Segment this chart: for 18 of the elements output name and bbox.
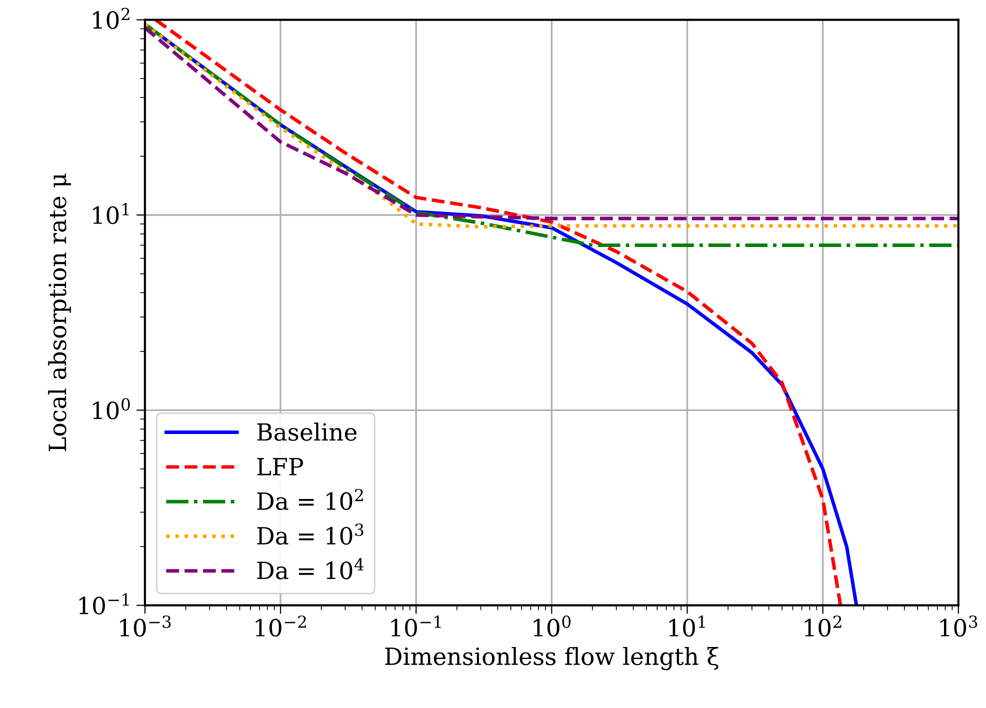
y-tick-label: 10$^{−1}$ <box>79 593 129 614</box>
x-axis-title: Dimensionless flow length ξ <box>385 646 718 670</box>
x-tick-label: 10$^{3}$ <box>940 615 978 637</box>
y-tick-label: 10$^{1}$ <box>93 202 129 224</box>
y-axis-title: Local absorption rate μ <box>48 174 71 452</box>
legend-label: Da = 10$^{3}$ <box>257 524 364 545</box>
x-tick-label: 10$^{−2}$ <box>256 615 306 637</box>
y-tick-label: 10$^{2}$ <box>93 8 130 29</box>
x-tick-label: 10$^{0}$ <box>534 615 571 637</box>
legend-label: Baseline <box>257 422 357 441</box>
x-tick-label: 10$^{−1}$ <box>391 615 441 637</box>
x-tick-label: 10$^{−3}$ <box>120 615 171 637</box>
legend-label: Da = 10$^{4}$ <box>257 558 364 580</box>
x-tick-label: 10$^{2}$ <box>804 615 842 637</box>
y-tick-label: 10$^{0}$ <box>93 398 130 420</box>
legend-label: LFP <box>257 458 304 476</box>
x-tick-label: 10$^{1}$ <box>669 615 705 637</box>
legend-label: Da = 10$^{2}$ <box>257 488 363 510</box>
